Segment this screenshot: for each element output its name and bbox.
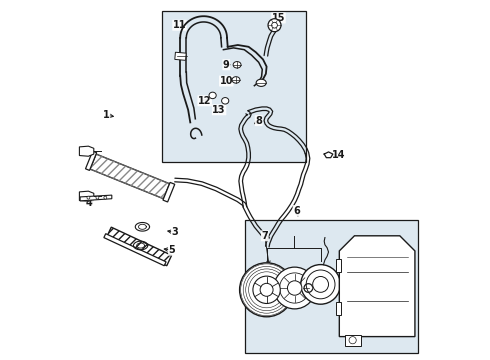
Circle shape: [274, 267, 316, 309]
Ellipse shape: [209, 92, 216, 99]
Polygon shape: [79, 146, 94, 156]
Circle shape: [87, 196, 90, 199]
Circle shape: [253, 276, 280, 303]
Circle shape: [245, 269, 288, 311]
Polygon shape: [80, 195, 112, 201]
Circle shape: [240, 263, 294, 317]
Circle shape: [280, 273, 310, 303]
Circle shape: [301, 265, 341, 304]
Ellipse shape: [233, 62, 241, 68]
Text: 13: 13: [212, 105, 226, 115]
Polygon shape: [85, 151, 97, 170]
Text: 1: 1: [103, 110, 110, 120]
Bar: [336, 302, 341, 315]
Bar: [336, 259, 341, 272]
Circle shape: [306, 270, 335, 299]
Bar: [106, 227, 172, 266]
Circle shape: [268, 19, 281, 32]
Text: 8: 8: [255, 116, 262, 126]
Circle shape: [288, 281, 302, 295]
Ellipse shape: [221, 98, 229, 104]
Text: 5: 5: [169, 245, 175, 255]
Text: 12: 12: [198, 96, 211, 106]
Polygon shape: [339, 236, 415, 337]
Polygon shape: [79, 191, 94, 201]
Bar: [175, 52, 186, 60]
Ellipse shape: [232, 77, 240, 83]
Text: 4: 4: [86, 198, 93, 208]
Circle shape: [313, 276, 328, 292]
Circle shape: [243, 266, 290, 313]
Text: 10: 10: [220, 76, 233, 86]
Bar: [245, 220, 418, 353]
Text: 3: 3: [172, 227, 178, 237]
Text: 7: 7: [262, 231, 268, 241]
Polygon shape: [90, 154, 170, 199]
Polygon shape: [163, 183, 175, 202]
Text: 6: 6: [293, 206, 300, 216]
Circle shape: [248, 272, 285, 308]
Text: 11: 11: [173, 20, 186, 30]
Circle shape: [241, 264, 293, 316]
Circle shape: [104, 196, 107, 199]
Text: 9: 9: [223, 60, 230, 70]
Circle shape: [96, 196, 99, 199]
Bar: [104, 234, 166, 266]
Ellipse shape: [256, 79, 266, 86]
Circle shape: [260, 283, 273, 296]
Circle shape: [349, 337, 356, 344]
Bar: [345, 335, 361, 346]
Circle shape: [271, 22, 277, 28]
Text: 14: 14: [332, 150, 345, 160]
Text: 15: 15: [272, 13, 285, 23]
Bar: [162, 11, 306, 162]
Text: 2: 2: [86, 148, 93, 158]
